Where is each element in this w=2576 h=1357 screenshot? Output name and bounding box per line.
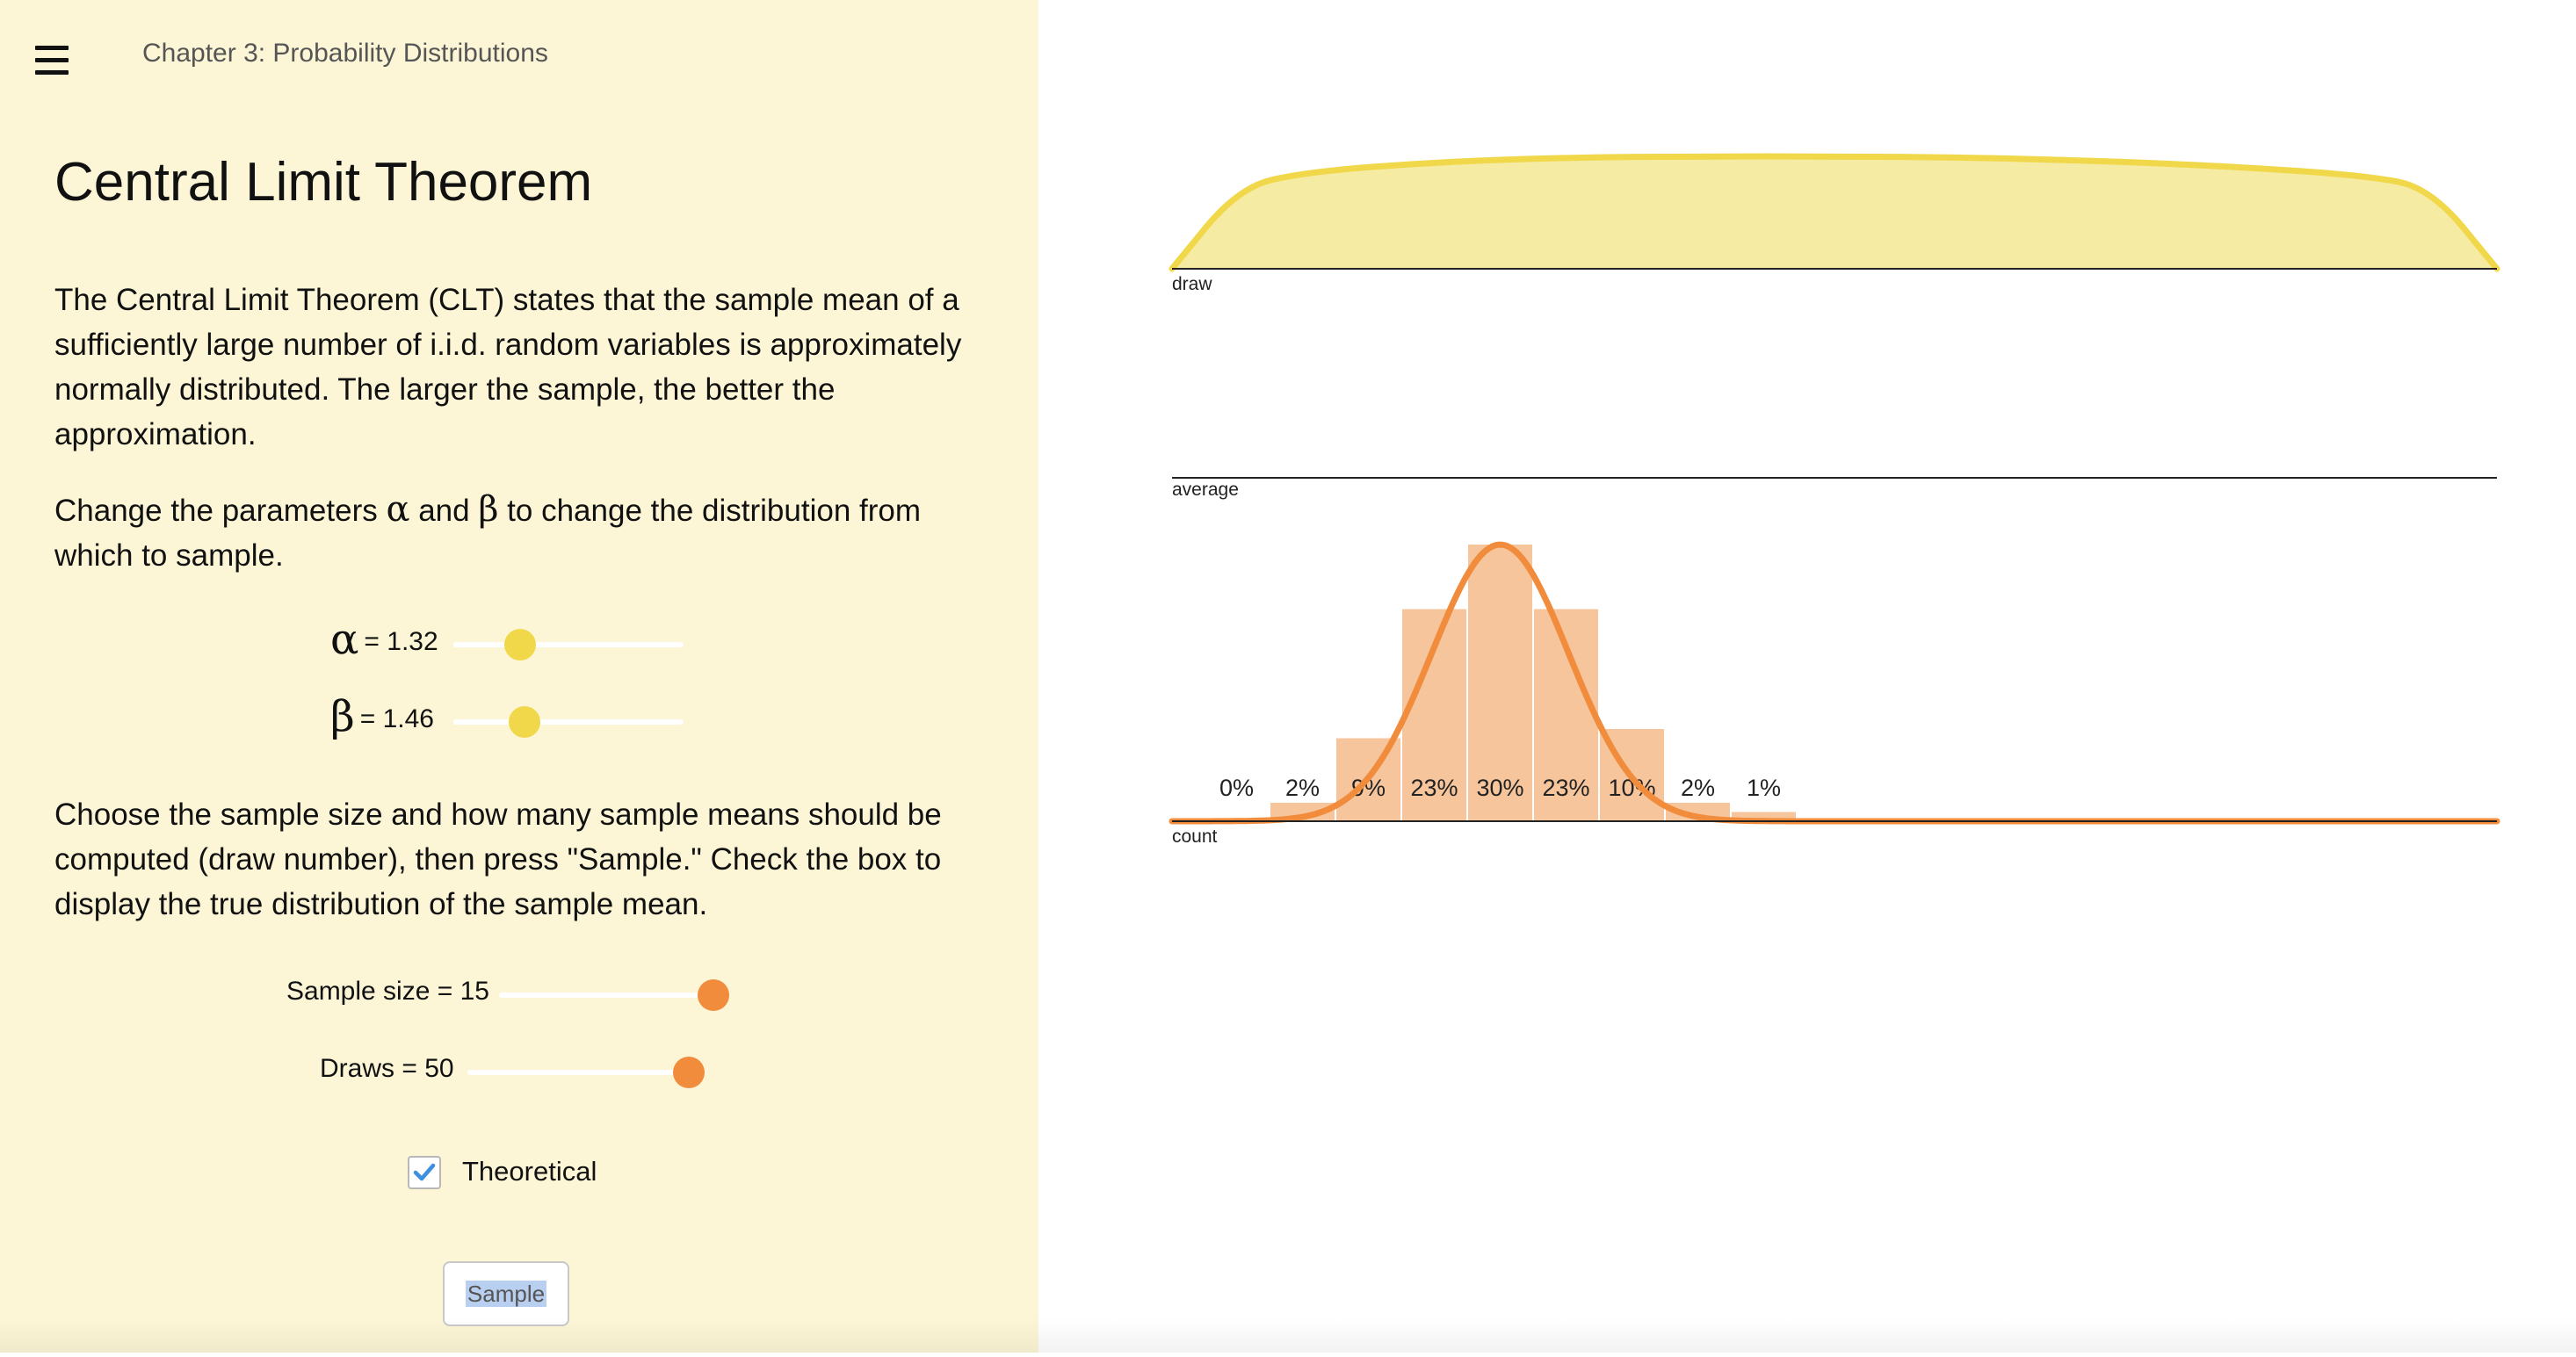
hamburger-menu-icon[interactable]: [35, 46, 69, 76]
sample-button[interactable]: Sample: [443, 1261, 569, 1326]
histogram-bar-label: 30%: [1476, 775, 1523, 801]
histogram-bar-label: 0%: [1219, 775, 1254, 801]
beta-value: = 1.46: [359, 704, 434, 733]
draw-distribution-fill: [1172, 156, 2497, 269]
page-title: Central Limit Theorem: [54, 152, 593, 213]
params-text-middle: and: [409, 494, 479, 528]
draws-slider-thumb[interactable]: [672, 1057, 705, 1088]
histogram-bar-label: 1%: [1747, 775, 1781, 801]
theoretical-label[interactable]: Theoretical: [462, 1156, 597, 1187]
sample-size-label: Sample size = 15: [286, 977, 489, 1006]
histogram-bar: [1732, 812, 1796, 821]
left-panel: Chapter 3: Probability Distributions Cen…: [0, 0, 1038, 1353]
alpha-slider-label: α = 1.32: [330, 615, 438, 664]
draws-label: Draws = 50: [320, 1054, 454, 1083]
beta-slider-symbol: β: [330, 692, 355, 741]
params-text-before: Change the parameters: [54, 494, 387, 528]
draw-axis-label: draw: [1172, 274, 1212, 294]
draw-distribution-curve: [1169, 153, 2500, 272]
chart-panel: draw average 0% 2% 9% 23% 30% 23% 10% 2% 1% count: [1038, 0, 2576, 1353]
chapter-title[interactable]: Chapter 3: Probability Distributions: [142, 39, 548, 68]
theoretical-checkbox[interactable]: [408, 1156, 441, 1189]
parameters-paragraph: Change the parameters α and β to change …: [54, 487, 968, 578]
checkmark-icon: [413, 1163, 436, 1181]
histogram-bar-label: 2%: [1681, 775, 1715, 801]
sample-size-slider-track[interactable]: [499, 992, 729, 998]
histogram-bar-label: 2%: [1285, 775, 1320, 801]
count-axis-label: count: [1172, 826, 1218, 847]
histogram-bar: [1468, 545, 1532, 821]
sample-instructions-paragraph: Choose the sample size and how many samp…: [54, 798, 942, 921]
histogram-bar-label: 23%: [1410, 775, 1458, 801]
alpha-slider-thumb[interactable]: [503, 629, 536, 660]
alpha-value: = 1.32: [364, 627, 438, 656]
average-axis-label: average: [1172, 480, 1239, 500]
alpha-slider-symbol: α: [330, 615, 359, 664]
intro-paragraph: The Central Limit Theorem (CLT) states t…: [54, 283, 962, 451]
alpha-slider-track[interactable]: [453, 642, 684, 647]
beta-symbol: β: [478, 489, 499, 530]
sample-size-slider-thumb[interactable]: [697, 979, 729, 1011]
draws-slider-track[interactable]: [467, 1070, 698, 1075]
alpha-symbol: α: [386, 489, 410, 530]
beta-slider-thumb[interactable]: [509, 706, 541, 738]
beta-slider-label: β = 1.46: [330, 692, 434, 741]
beta-slider-track[interactable]: [453, 719, 684, 725]
params-text-after: to change the distribution from which to…: [54, 494, 922, 573]
histogram-bar-label: 23%: [1542, 775, 1589, 801]
sample-button-label: Sample: [465, 1280, 547, 1307]
